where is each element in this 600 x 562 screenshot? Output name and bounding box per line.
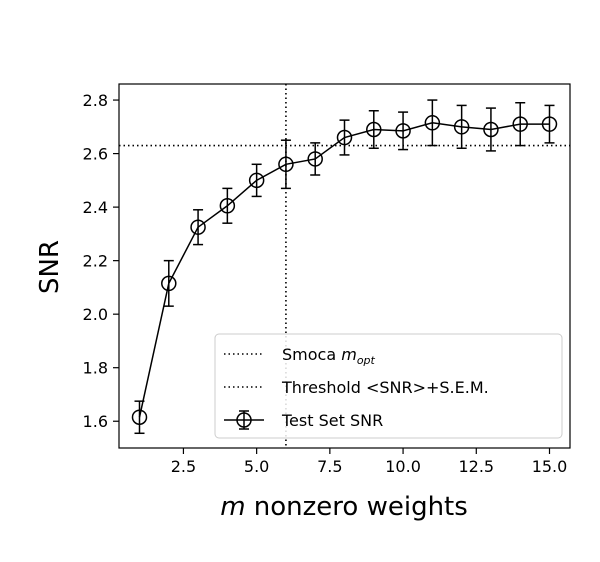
data-point-marker bbox=[424, 115, 441, 131]
data-point-marker bbox=[161, 275, 177, 292]
data-point-marker bbox=[278, 156, 294, 173]
legend-label: Smoca mopt bbox=[282, 345, 376, 367]
error-bar bbox=[368, 110, 379, 149]
legend-label-text: Threshold <SNR>+S.E.M. bbox=[281, 378, 489, 397]
data-series bbox=[131, 99, 558, 435]
legend-handle-marker bbox=[236, 412, 252, 428]
legend-entry: Smoca mopt bbox=[224, 345, 376, 367]
legend-entry: Threshold <SNR>+S.E.M. bbox=[224, 378, 489, 397]
error-bar bbox=[456, 104, 467, 149]
error-bar bbox=[280, 139, 291, 190]
y-tick-label: 2.4 bbox=[83, 198, 108, 217]
error-bar bbox=[193, 209, 204, 246]
data-point-marker bbox=[453, 119, 470, 135]
data-point-marker bbox=[483, 121, 499, 138]
y-tick-label: 2.2 bbox=[83, 252, 108, 271]
legend-label-text: Test Set SNR bbox=[281, 411, 383, 430]
x-tick-label: 12.5 bbox=[458, 457, 494, 476]
data-point-marker bbox=[219, 198, 236, 214]
error-bar bbox=[485, 107, 496, 152]
y-tick-label: 2.8 bbox=[83, 91, 108, 110]
error-bar bbox=[163, 259, 174, 307]
data-point-marker bbox=[336, 129, 353, 146]
error-bar bbox=[544, 104, 555, 144]
data-point-marker bbox=[541, 116, 558, 132]
legend-label: Test Set SNR bbox=[281, 411, 383, 430]
data-point-marker bbox=[307, 151, 323, 167]
data-point-marker bbox=[512, 116, 528, 132]
y-tick-label: 1.8 bbox=[83, 359, 108, 378]
legend-label: Threshold <SNR>+S.E.M. bbox=[281, 378, 489, 397]
data-point-marker bbox=[248, 172, 265, 189]
error-bar bbox=[134, 400, 145, 435]
data-point-marker bbox=[131, 409, 148, 425]
legend-box bbox=[214, 333, 563, 439]
legend-label-text: Smoca bbox=[282, 345, 341, 364]
x-tick-label: 5.0 bbox=[244, 457, 269, 476]
legend-entry: Test Set SNR bbox=[224, 410, 383, 430]
error-bar bbox=[398, 111, 409, 151]
y-tick-label: 2.6 bbox=[83, 145, 108, 164]
x-tick-label: 7.5 bbox=[317, 457, 342, 476]
axes: 2.5 5.0 7.5 10.0 12.5 15.0 1.6 1.8 2.0 2.2 2.4 2.6 2… bbox=[83, 83, 571, 476]
error-bar bbox=[427, 99, 438, 147]
x-axis-label-text: nonzero weights bbox=[246, 492, 468, 522]
x-tick-label: 2.5 bbox=[171, 457, 196, 476]
y-tick-label: 1.6 bbox=[83, 412, 108, 431]
legend: Smoca mopt Threshold <SNR>+S.E.M. Test Set… bbox=[214, 333, 563, 439]
error-bar bbox=[222, 187, 233, 224]
error-bar bbox=[251, 163, 262, 198]
data-point-marker bbox=[190, 219, 206, 235]
data-point-marker bbox=[395, 123, 411, 139]
error-bar bbox=[310, 142, 321, 176]
error-bar bbox=[339, 119, 350, 156]
x-axis-label: m nonzero weights bbox=[220, 492, 468, 522]
axes-frame bbox=[118, 83, 571, 449]
legend-label-math: m bbox=[341, 345, 357, 364]
x-axis-label-variable: m bbox=[220, 492, 245, 522]
data-point-marker bbox=[366, 121, 382, 138]
x-tick-label: 15.0 bbox=[532, 457, 568, 476]
x-tick-label: 10.0 bbox=[385, 457, 421, 476]
y-axis-label: SNR bbox=[35, 240, 65, 294]
legend-label-subscript: opt bbox=[357, 354, 376, 367]
error-bar bbox=[515, 101, 526, 147]
y-tick-label: 2.0 bbox=[83, 305, 108, 324]
